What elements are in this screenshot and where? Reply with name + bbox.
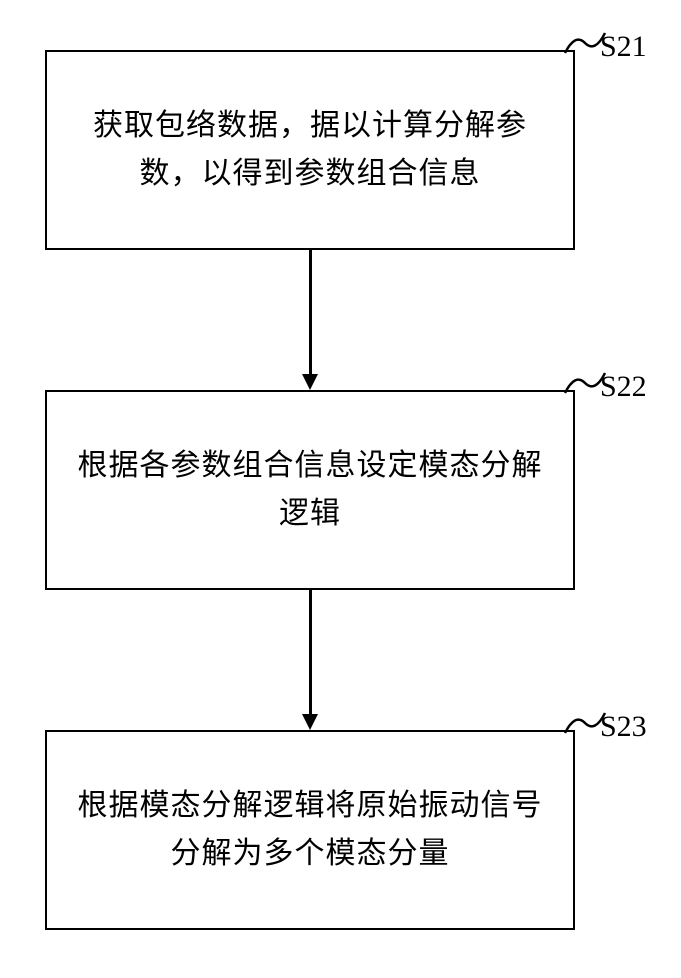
edge-s21-s22 (309, 250, 312, 374)
flow-node-s23-text: 根据模态分解逻辑将原始振动信号分解为多个模态分量 (67, 782, 553, 878)
flow-node-s21: 获取包络数据，据以计算分解参数，以得到参数组合信息 (45, 50, 575, 250)
flowchart-canvas: 获取包络数据，据以计算分解参数，以得到参数组合信息 S21 根据各参数组合信息设… (0, 0, 681, 978)
step-label-s21: S21 (600, 30, 647, 64)
step-label-s22: S22 (600, 370, 647, 404)
step-label-s23: S23 (600, 710, 647, 744)
flow-node-s22: 根据各参数组合信息设定模态分解逻辑 (45, 390, 575, 590)
edge-s21-s22-head (302, 374, 318, 390)
flow-node-s22-text: 根据各参数组合信息设定模态分解逻辑 (67, 442, 553, 538)
edge-s22-s23-head (302, 714, 318, 730)
flow-node-s21-text: 获取包络数据，据以计算分解参数，以得到参数组合信息 (67, 102, 553, 198)
edge-s22-s23 (309, 590, 312, 714)
flow-node-s23: 根据模态分解逻辑将原始振动信号分解为多个模态分量 (45, 730, 575, 930)
